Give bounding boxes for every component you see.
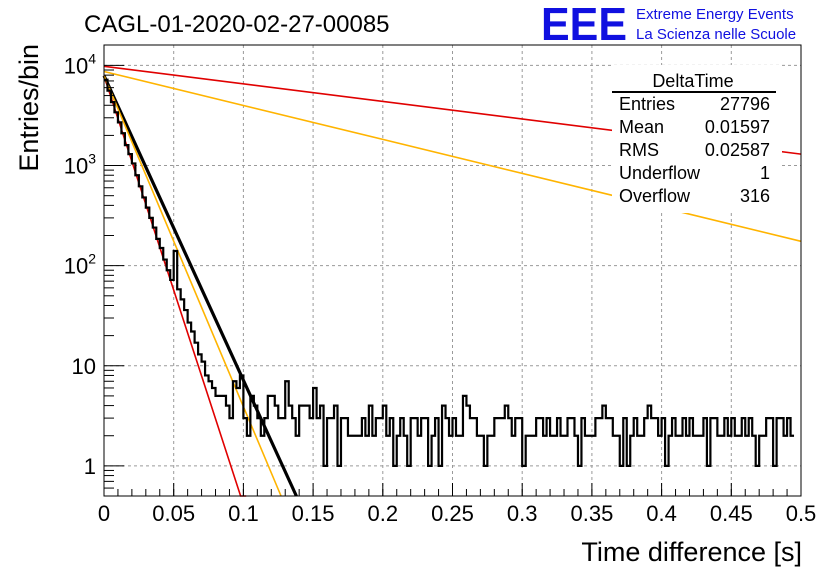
stats-row-value: 0.01597	[705, 117, 770, 137]
y-tick-label: 104	[64, 50, 96, 78]
stats-row-value: 316	[740, 186, 770, 206]
x-tick-label: 0.3	[507, 501, 538, 526]
y-tick-label: 103	[64, 151, 96, 179]
eee-logo-line1: Extreme Energy Events	[636, 6, 794, 23]
x-tick-label: 0	[98, 501, 110, 526]
eee-logo-mark: EEE	[541, 0, 627, 50]
stats-row-value: 27796	[720, 94, 770, 114]
y-axis-label: Entries/bin	[14, 44, 44, 172]
x-tick-label: 0.15	[292, 501, 335, 526]
stats-row-label: Underflow	[619, 163, 701, 183]
axis-ticks	[103, 64, 802, 496]
x-tick-label: 0.35	[570, 501, 613, 526]
histogram-steps	[104, 78, 795, 467]
stats-row-label: Mean	[619, 117, 664, 137]
stats-box: DeltaTime Entries 27796 Mean 0.01597 RMS 0.02…	[612, 65, 782, 213]
x-tick-label: 0.45	[710, 501, 753, 526]
y-tick-labels: 1 10 102 103 104	[64, 50, 96, 478]
x-tick-label: 0.25	[431, 501, 474, 526]
stats-row-label: RMS	[619, 140, 659, 160]
stats-row-value: 1	[760, 163, 770, 183]
y-tick-label: 1	[84, 454, 96, 479]
stats-row-label: Entries	[619, 94, 675, 114]
fit-curve	[103, 70, 802, 243]
y-tick-label: 10	[72, 354, 96, 379]
grid	[104, 45, 801, 496]
x-tick-label: 0.1	[228, 501, 259, 526]
stats-row-value: 0.02587	[705, 140, 770, 160]
stats-row-label: Overflow	[619, 186, 691, 206]
x-tick-label: 0.5	[786, 501, 817, 526]
x-axis-label: Time difference [s]	[581, 537, 802, 567]
histogram	[104, 78, 795, 467]
x-tick-labels: 0 0.05 0.1 0.15 0.2 0.25 0.3 0.35 0.4 0.45 0.5	[98, 501, 816, 526]
fit-curve	[103, 75, 282, 497]
y-tick-label: 102	[64, 251, 96, 279]
eee-logo-line2: La Scienza nelle Scuole	[636, 26, 796, 43]
x-tick-label: 0.2	[368, 501, 399, 526]
x-tick-label: 0.4	[646, 501, 677, 526]
x-tick-label: 0.05	[152, 501, 195, 526]
chart-title: CAGL-01-2020-02-27-00085	[84, 11, 390, 38]
stats-title: DeltaTime	[652, 71, 733, 91]
fit-curve	[102, 75, 298, 497]
eee-logo: EEE Extreme Energy Events La Scienza nel…	[541, 0, 796, 50]
